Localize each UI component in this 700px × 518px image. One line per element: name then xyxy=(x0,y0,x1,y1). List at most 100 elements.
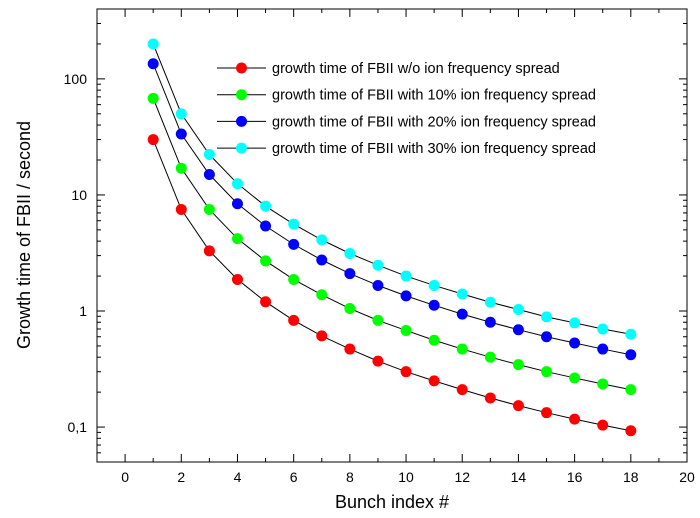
x-tick-label: 10 xyxy=(398,469,414,485)
data-point xyxy=(428,375,440,387)
data-point xyxy=(400,290,412,302)
data-point xyxy=(569,337,581,349)
x-tick-label: 18 xyxy=(623,469,639,485)
data-point xyxy=(625,328,637,340)
legend-marker xyxy=(236,142,247,154)
data-point xyxy=(231,233,243,245)
data-point xyxy=(400,324,412,336)
data-point xyxy=(316,234,328,246)
data-point xyxy=(316,330,328,342)
data-point xyxy=(260,296,272,308)
data-point xyxy=(288,238,300,250)
data-point xyxy=(484,296,496,308)
series-points xyxy=(147,38,637,437)
data-point xyxy=(203,149,215,161)
data-point xyxy=(456,288,468,300)
data-point xyxy=(344,268,356,280)
y-tick-label: 0,1 xyxy=(68,419,88,435)
data-point xyxy=(147,134,159,146)
y-tick-label: 100 xyxy=(64,71,88,87)
data-point xyxy=(372,355,384,367)
x-tick-label: 4 xyxy=(234,469,242,485)
data-point xyxy=(344,247,356,259)
data-point xyxy=(428,299,440,311)
data-point xyxy=(512,304,524,316)
x-tick-label: 14 xyxy=(511,469,527,485)
y-axis-label: Growth time of FBII / second xyxy=(14,121,34,349)
legend-marker xyxy=(236,62,247,74)
data-point xyxy=(344,303,356,315)
legend-label: growth time of FBII w/o ion frequency sp… xyxy=(272,61,560,77)
data-point xyxy=(597,419,609,431)
ticks xyxy=(96,9,688,462)
x-tick-label: 8 xyxy=(346,469,354,485)
y-tick-label: 10 xyxy=(71,187,87,203)
plot-frame xyxy=(96,8,688,463)
data-point xyxy=(288,273,300,285)
tick-labels: 0 2 4 6 8 10 12 14 16 18 20 0,1 1 10 100 xyxy=(64,71,695,485)
x-tick-label: 12 xyxy=(454,469,470,485)
series-line-1 xyxy=(152,139,631,432)
data-point xyxy=(260,220,272,232)
data-point xyxy=(512,400,524,412)
data-point xyxy=(316,289,328,301)
data-point xyxy=(625,425,637,437)
data-point xyxy=(372,259,384,271)
data-point xyxy=(400,270,412,282)
data-point xyxy=(175,162,187,174)
data-point xyxy=(400,366,412,378)
data-point xyxy=(231,273,243,285)
x-tick-label: 16 xyxy=(567,469,583,485)
data-point xyxy=(175,108,187,120)
data-point xyxy=(456,343,468,355)
data-point xyxy=(541,407,553,419)
data-point xyxy=(541,331,553,343)
data-point xyxy=(625,384,637,396)
data-point xyxy=(288,218,300,230)
data-point xyxy=(541,366,553,378)
x-axis-label: Bunch index # xyxy=(335,492,449,512)
data-point xyxy=(512,324,524,336)
data-point xyxy=(597,323,609,335)
data-point xyxy=(175,203,187,215)
legend: growth time of FBII w/o ion frequency sp… xyxy=(217,61,596,157)
data-point xyxy=(569,317,581,329)
data-point xyxy=(203,169,215,181)
data-point xyxy=(541,311,553,323)
legend-label: growth time of FBII with 10% ion frequen… xyxy=(272,88,596,104)
series-line-3 xyxy=(152,63,631,356)
legend-marker xyxy=(236,115,247,127)
data-point xyxy=(597,378,609,390)
data-point xyxy=(428,334,440,346)
data-point xyxy=(484,316,496,328)
x-tick-label: 2 xyxy=(177,469,185,485)
data-point xyxy=(231,198,243,210)
data-point xyxy=(231,178,243,190)
data-point xyxy=(147,58,159,70)
data-point xyxy=(372,279,384,291)
data-point xyxy=(260,255,272,267)
data-point xyxy=(147,92,159,104)
data-point xyxy=(372,314,384,326)
x-tick-label: 20 xyxy=(679,469,695,485)
legend-label: growth time of FBII with 20% ion frequen… xyxy=(272,114,596,130)
data-point xyxy=(456,384,468,396)
data-point xyxy=(428,279,440,291)
data-point xyxy=(484,392,496,404)
data-point xyxy=(625,349,637,361)
data-point xyxy=(597,343,609,355)
data-point xyxy=(203,203,215,215)
y-tick-label: 1 xyxy=(79,303,87,319)
data-point xyxy=(288,314,300,326)
data-point xyxy=(484,351,496,363)
data-point xyxy=(569,372,581,384)
x-tick-label: 6 xyxy=(290,469,298,485)
legend-label: growth time of FBII with 30% ion frequen… xyxy=(272,141,596,157)
data-point xyxy=(203,245,215,257)
data-point xyxy=(260,200,272,212)
data-point xyxy=(512,359,524,371)
x-tick-label: 0 xyxy=(121,469,129,485)
data-point xyxy=(175,128,187,140)
data-point xyxy=(569,413,581,425)
